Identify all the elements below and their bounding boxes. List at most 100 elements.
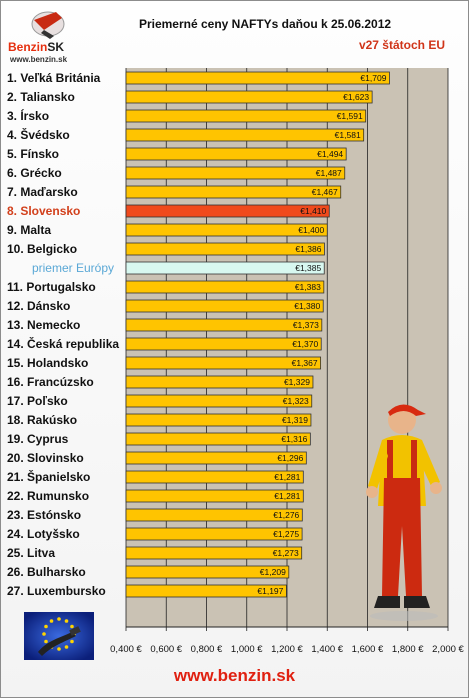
bar xyxy=(125,223,328,237)
bar-value-label: €1,275 xyxy=(273,529,299,539)
category-label: 9. Malta xyxy=(7,223,51,237)
bar-value-label: €1,487 xyxy=(316,168,342,178)
bar-value-label: €1,380 xyxy=(294,301,320,311)
x-tick-label: 0,400 € xyxy=(110,644,142,655)
x-tick-label: 1,800 € xyxy=(392,644,424,655)
bar xyxy=(125,261,325,275)
bar xyxy=(125,280,325,294)
bar-value-label: €1,319 xyxy=(282,415,308,425)
bar-value-label: €1,316 xyxy=(281,434,307,444)
bar xyxy=(125,204,330,218)
footer-url[interactable]: www.benzin.sk xyxy=(173,666,296,685)
bar xyxy=(125,147,347,161)
category-label: 20. Slovinsko xyxy=(7,451,84,465)
category-label: 19. Cyprus xyxy=(7,432,69,446)
bar-value-label: €1,494 xyxy=(317,149,343,159)
bar-value-label: €1,383 xyxy=(295,282,321,292)
category-label: 12. Dánsko xyxy=(7,299,70,313)
bar-value-label: €1,329 xyxy=(284,377,310,387)
bar xyxy=(125,489,304,503)
bar-value-label: €1,386 xyxy=(295,244,321,254)
x-tick-label: 1,400 € xyxy=(311,644,343,655)
category-label: 8. Slovensko xyxy=(7,204,80,218)
category-label: 2. Taliansko xyxy=(7,90,75,104)
bar-value-label: €1,281 xyxy=(274,491,300,501)
category-label: 17. Poľsko xyxy=(7,394,68,408)
category-label: 6. Grécko xyxy=(7,166,62,180)
category-label: 1. Veľká Británia xyxy=(7,71,101,85)
x-tick-label: 1,200 € xyxy=(271,644,303,655)
category-label: 23. Estónsko xyxy=(7,508,81,522)
bar-value-label: €1,385 xyxy=(295,263,321,273)
flag-star xyxy=(64,619,69,623)
mascot-mechanic-icon xyxy=(366,404,442,621)
bar-value-label: €1,373 xyxy=(293,320,319,330)
bar xyxy=(125,546,303,560)
bar-value-label: €1,591 xyxy=(337,111,363,121)
category-label: 18. Rakúsko xyxy=(7,413,77,427)
chart-title: Priemerné ceny NAFTYs daňou k 25.06.2012 xyxy=(138,17,392,31)
flag-star xyxy=(70,624,74,629)
category-label: 3. Írsko xyxy=(7,108,49,123)
bar-value-label: €1,209 xyxy=(260,567,286,577)
category-label: 13. Nemecko xyxy=(7,318,80,332)
bar xyxy=(125,375,314,389)
bar-value-label: €1,296 xyxy=(277,453,303,463)
bar-value-label: €1,623 xyxy=(343,92,369,102)
x-tick-label: 1,000 € xyxy=(231,644,263,655)
bar xyxy=(125,394,313,408)
flag-star xyxy=(42,632,46,636)
fuel-nozzle-logo-icon xyxy=(31,11,65,39)
bar-value-label: €1,709 xyxy=(360,73,386,83)
bar xyxy=(125,337,322,351)
bar xyxy=(125,128,365,142)
bar xyxy=(125,565,290,579)
bar xyxy=(125,318,323,332)
bar xyxy=(125,470,304,484)
logo-brand-suffix: SK xyxy=(47,40,65,54)
chart-subtitle: v27 štátoch EU xyxy=(358,38,445,52)
bar xyxy=(125,242,325,256)
category-label: 15. Holandsko xyxy=(7,356,88,370)
logo-url: www.benzin.sk xyxy=(10,55,68,64)
eu-flag-icon xyxy=(24,612,94,660)
category-label: 25. Litva xyxy=(7,546,55,560)
flag-star xyxy=(57,647,61,651)
category-label: 27. Luxembursko xyxy=(7,584,106,598)
category-label: priemer Európy xyxy=(32,261,114,275)
x-tick-label: 2,000 € xyxy=(432,644,464,655)
bar xyxy=(125,109,367,123)
bar xyxy=(125,584,287,598)
bar-value-label: €1,367 xyxy=(292,358,318,368)
bar xyxy=(125,166,346,180)
bar xyxy=(125,451,307,465)
category-label: 16. Francúzsko xyxy=(7,375,94,389)
bar-value-label: €1,581 xyxy=(335,130,361,140)
category-label: 10. Belgicko xyxy=(7,242,77,256)
bar-value-label: €1,410 xyxy=(300,206,326,216)
category-label: 22. Rumunsko xyxy=(7,489,89,503)
bar xyxy=(125,71,390,85)
bar-value-label: €1,323 xyxy=(283,396,309,406)
bar xyxy=(125,527,303,541)
bar-value-label: €1,276 xyxy=(273,510,299,520)
bar xyxy=(125,90,373,104)
category-label: 11. Portugalsko xyxy=(7,280,96,294)
x-tick-label: 0,600 € xyxy=(150,644,182,655)
logo-brand-text: BenzinSK xyxy=(8,40,64,54)
bar xyxy=(125,413,312,427)
category-label: 24. Lotyšsko xyxy=(7,527,80,541)
category-label: 5. Fínsko xyxy=(7,147,59,161)
flag-star xyxy=(64,645,69,649)
bar xyxy=(125,185,342,199)
bar-value-label: €1,370 xyxy=(292,339,318,349)
benzin-logo[interactable]: BenzinSK www.benzin.sk xyxy=(4,6,92,68)
category-label: 7. Maďarsko xyxy=(7,185,78,199)
bar-value-label: €1,197 xyxy=(257,586,283,596)
logo-brand-main: Benzin xyxy=(8,40,48,54)
bar-value-label: €1,400 xyxy=(298,225,324,235)
flag-star xyxy=(44,624,48,629)
x-tick-label: 1,600 € xyxy=(352,644,384,655)
bar xyxy=(125,508,303,522)
